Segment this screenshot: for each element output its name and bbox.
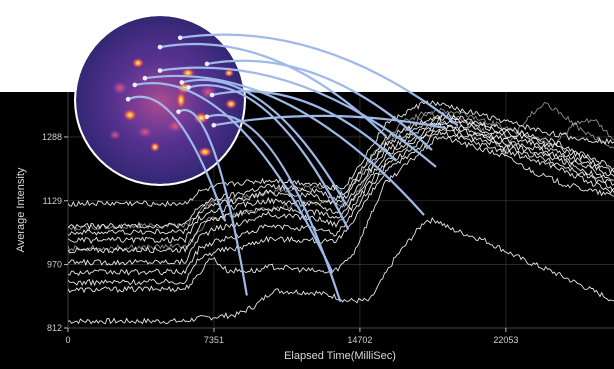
roi-marker	[186, 85, 191, 90]
y-tick-label: 1129	[43, 196, 62, 206]
roi-marker	[211, 122, 217, 128]
intensity-trace	[68, 101, 614, 252]
roi-connectors	[125, 33, 459, 302]
intensity-trace	[68, 121, 614, 267]
intensity-trace	[68, 116, 614, 245]
hot-spot	[225, 99, 237, 109]
intensity-trace	[68, 100, 614, 208]
cell-cytoplasm	[108, 56, 212, 148]
hot-spot	[150, 142, 160, 152]
roi-marker	[142, 75, 148, 81]
roi-connector	[179, 33, 459, 126]
hot-spot	[224, 69, 234, 77]
roi-connector	[212, 114, 447, 130]
warm-spot	[137, 126, 153, 138]
roi-connector	[180, 78, 348, 206]
roi-marker	[176, 109, 181, 115]
y-axis-ticks: 812 970 1129 1288	[42, 132, 68, 333]
x-tick-label: 22053	[493, 335, 518, 345]
x-axis-ticks: 0 7351 14702 22053	[65, 328, 518, 345]
roi-connector	[158, 66, 437, 168]
y-tick-label: 970	[47, 260, 62, 270]
roi-connector	[187, 84, 349, 230]
intensity-trace	[68, 135, 614, 294]
warm-spot	[109, 130, 121, 140]
hot-spot	[132, 58, 144, 68]
roi-marker	[177, 35, 183, 41]
roi-marker	[209, 92, 215, 98]
hot-spot	[198, 147, 212, 157]
x-tick-label: 7351	[204, 335, 224, 345]
hot-spot	[176, 91, 186, 109]
roi-connector	[205, 59, 433, 151]
roi-marker	[204, 61, 210, 67]
intensity-trace	[68, 128, 614, 277]
intensity-trace	[68, 129, 614, 287]
x-axis-label: Elapsed Time(MilliSec)	[284, 350, 396, 362]
hot-spot	[123, 109, 137, 121]
roi-connector	[177, 109, 248, 296]
roi-marker	[204, 114, 210, 120]
roi-connector	[143, 74, 425, 216]
intensity-trace	[68, 216, 614, 325]
roi-connector	[205, 114, 342, 302]
y-axis-label: Average Intensity	[15, 167, 27, 252]
warm-spot	[112, 81, 128, 95]
x-tick-label: 14702	[347, 335, 372, 345]
roi-marker	[157, 44, 163, 50]
roi-connector	[127, 95, 226, 222]
intensity-traces	[68, 100, 614, 325]
intensity-trace	[68, 116, 614, 236]
intensity-trace	[68, 107, 614, 232]
roi-marker	[179, 80, 185, 85]
roi-marker	[125, 96, 131, 102]
roi-marker	[157, 68, 163, 73]
y-tick-label: 812	[47, 323, 62, 333]
intensity-trace	[68, 122, 614, 254]
x-tick-label: 0	[65, 335, 70, 345]
roi-connector	[211, 90, 397, 162]
roi-marker	[132, 82, 138, 88]
inset-micrograph	[74, 14, 246, 186]
y-tick-label: 1288	[42, 132, 62, 142]
hot-spot	[193, 112, 209, 124]
